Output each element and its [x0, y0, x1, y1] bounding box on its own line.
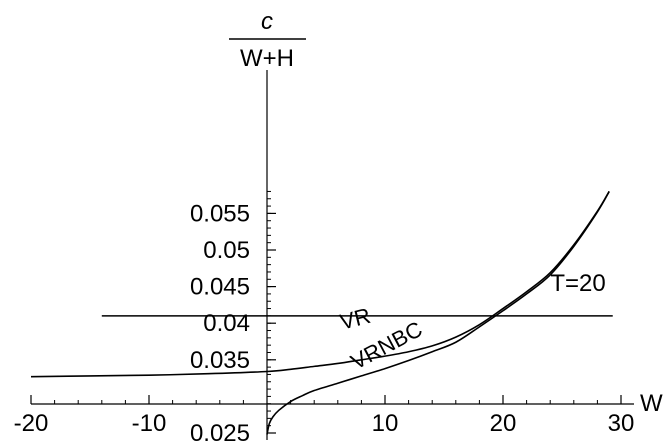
x-tick-label: -10 — [132, 410, 167, 437]
tick-labels: -20 -10 10 20 30 0.025 0.035 0.04 0.045 0.05 0.055 — [14, 200, 635, 445]
y-tick-label: 0.04 — [203, 310, 250, 337]
y-tick-label: 0.05 — [203, 237, 250, 264]
x-tick-label: 20 — [490, 410, 517, 437]
series-line-vr — [30, 191, 610, 378]
y-tick-label: 0.045 — [190, 274, 250, 301]
minor-ticks — [54, 190, 598, 434]
series-line-vrnbc — [266, 191, 610, 435]
x-tick-label: 30 — [608, 410, 635, 437]
y-tick-label: 0.025 — [190, 420, 250, 445]
curve-label-vr: VR — [337, 303, 373, 335]
major-ticks — [30, 212, 622, 434]
x-tick-label: 10 — [372, 410, 399, 437]
axes — [31, 70, 634, 440]
plot-area — [30, 191, 613, 435]
y-label-numerator: c — [261, 8, 273, 35]
x-axis-label: W — [640, 390, 663, 417]
y-axis-label: c W+H — [229, 8, 306, 72]
hline-label: T=20 — [550, 270, 605, 297]
x-tick-label: -20 — [14, 410, 49, 437]
y-tick-label: 0.055 — [190, 200, 250, 227]
y-label-denominator: W+H — [240, 45, 294, 72]
y-tick-label: 0.035 — [190, 347, 250, 374]
